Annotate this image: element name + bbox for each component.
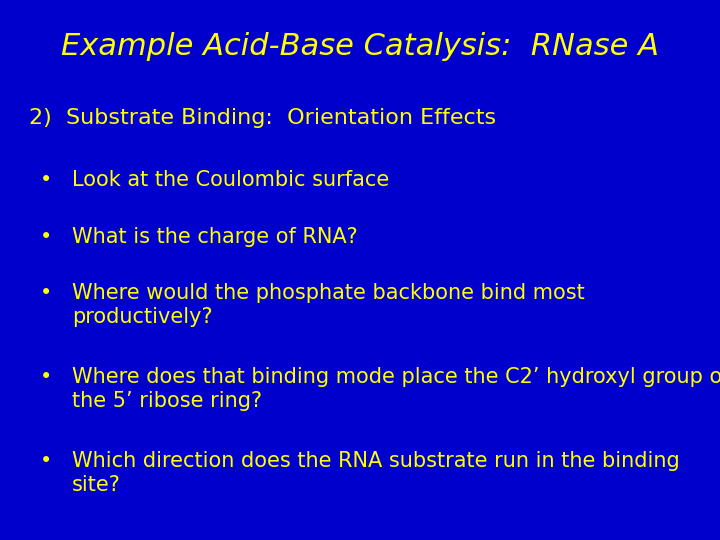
Text: •: •: [40, 284, 52, 303]
Text: •: •: [40, 451, 52, 471]
Text: •: •: [40, 170, 52, 190]
Text: Where does that binding mode place the C2’ hydroxyl group of
the 5’ ribose ring?: Where does that binding mode place the C…: [72, 367, 720, 411]
Text: •: •: [40, 227, 52, 247]
Text: Look at the Coulombic surface: Look at the Coulombic surface: [72, 170, 390, 190]
Text: Example Acid-Base Catalysis:  RNase A: Example Acid-Base Catalysis: RNase A: [61, 32, 659, 62]
Text: •: •: [40, 367, 52, 387]
Text: Where would the phosphate backbone bind most
productively?: Where would the phosphate backbone bind …: [72, 284, 585, 327]
Text: 2)  Substrate Binding:  Orientation Effects: 2) Substrate Binding: Orientation Effect…: [29, 108, 496, 128]
Text: Which direction does the RNA substrate run in the binding
site?: Which direction does the RNA substrate r…: [72, 451, 680, 495]
Text: What is the charge of RNA?: What is the charge of RNA?: [72, 227, 358, 247]
